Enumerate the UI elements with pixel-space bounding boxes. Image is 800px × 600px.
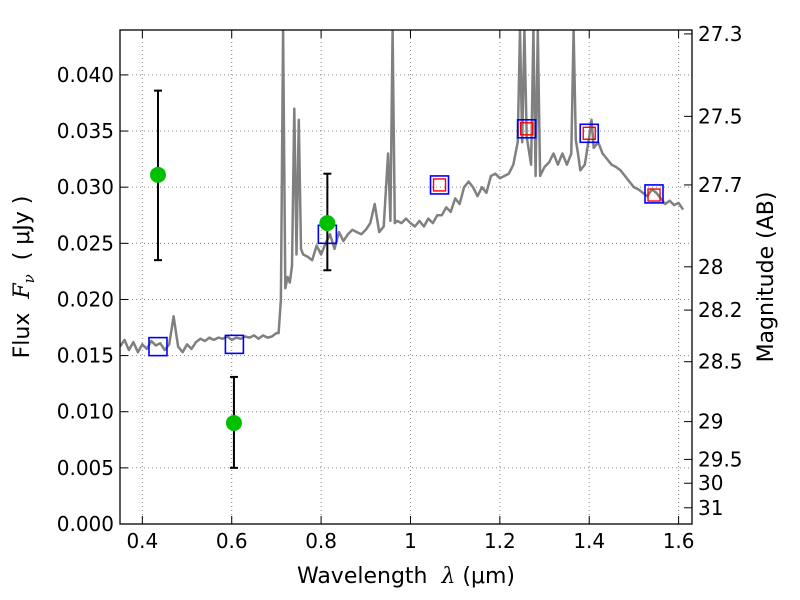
y2-tick-label: 27.7 [698,173,743,197]
photometry-point [225,414,242,431]
ticks: 0.4 0.6 0.8 1 1.2 1.4 1.6 0.000 0.005 0.010 0.015 0… [57,22,743,553]
y-tick-label: 0.020 [57,287,114,311]
y-tick-label: 0.030 [57,175,114,199]
y-tick-label: 0.000 [57,512,114,536]
x-axis-label-prefix: Wavelength [297,564,442,589]
y-axis-label-suffix: ( μJy ) [10,196,35,275]
model-square-point [644,184,664,204]
y-tick-label: 0.040 [57,63,114,87]
x-axis-label-symbol: λ [440,564,455,589]
grid [120,30,692,524]
model-square-point [148,336,168,357]
x-tick-label: 0.8 [305,529,337,553]
y2-tick-label: 28.5 [698,350,743,374]
model-square-point [429,175,450,195]
y-axis-label-subscript: ν [20,274,38,283]
observed-square-point [432,178,447,192]
y2-tick-label: 29 [698,410,723,434]
y2-tick-label: 27.5 [698,104,743,128]
x-tick-label: 1 [404,529,417,553]
plot-frame [119,29,693,525]
y-tick-label: 0.005 [57,456,114,480]
y-tick-label: 0.015 [57,344,114,368]
y2-axis-label: Magnitude (AB) [754,192,779,363]
model-square-point [224,334,245,355]
y2-tick-label: 28.2 [698,298,743,322]
y-tick-label: 0.010 [57,400,114,424]
photometry-point [149,166,166,183]
y2-tick-label: 27.3 [698,22,743,46]
x-tick-label: 1.2 [484,529,516,553]
model-square-point [516,119,537,139]
observed-square-point [582,126,596,140]
x-axis-label-suffix: (μm) [455,564,515,589]
x-tick-label: 1.6 [663,529,695,553]
y2-tick-label: 29.5 [698,447,743,471]
observed-square-point [647,188,661,202]
y2-tick-label: 28 [698,255,723,279]
y-axis-label-symbol: F [10,283,35,300]
x-axis-label: Wavelength λ (μm) [297,564,515,589]
y-tick-label: 0.035 [57,119,114,143]
y2-tick-label: 30 [698,471,723,495]
photometry-point [319,215,336,232]
model-square-point [579,123,600,144]
x-tick-label: 0.6 [216,529,248,553]
x-tick-label: 1.4 [573,529,605,553]
y-tick-label: 0.025 [57,231,114,255]
y-axis-label: Flux Fν ( μJy ) [10,196,38,359]
plot-area [120,30,685,469]
x-tick-label: 0.4 [126,529,158,553]
y2-tick-label: 31 [698,496,723,520]
observed-square-point [519,122,534,136]
y-axis-label-prefix: Flux [10,299,35,359]
